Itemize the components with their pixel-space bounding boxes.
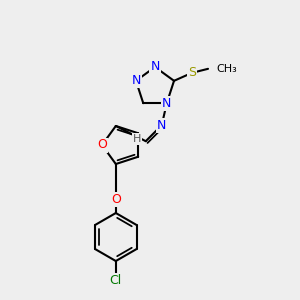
Text: CH₃: CH₃: [216, 64, 237, 74]
Text: N: N: [131, 74, 141, 87]
Text: N: N: [157, 119, 167, 132]
Text: O: O: [97, 139, 107, 152]
Text: N: N: [150, 61, 160, 74]
Text: N: N: [162, 97, 171, 110]
Text: Cl: Cl: [110, 274, 122, 286]
Text: H: H: [133, 134, 141, 144]
Text: O: O: [111, 193, 121, 206]
Text: S: S: [188, 66, 196, 79]
